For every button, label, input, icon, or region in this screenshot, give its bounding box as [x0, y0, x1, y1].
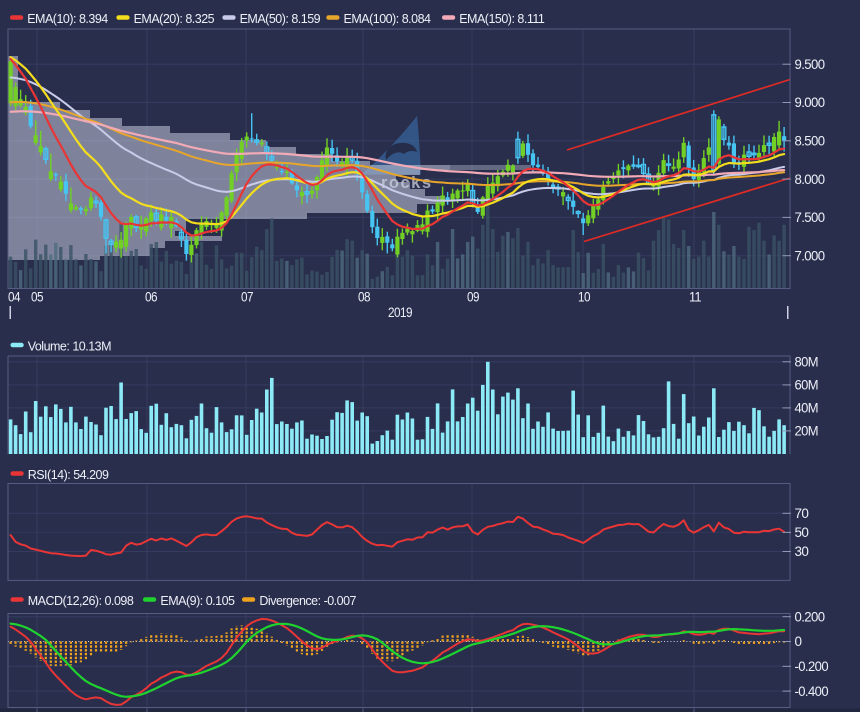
svg-text:05: 05 — [31, 290, 43, 305]
svg-text:7.500: 7.500 — [795, 210, 825, 225]
svg-text:EMA(10): 8.394: EMA(10): 8.394 — [27, 12, 108, 26]
svg-text:0.200: 0.200 — [795, 609, 825, 624]
svg-text:10: 10 — [578, 290, 590, 305]
svg-text:8.500: 8.500 — [795, 134, 825, 149]
svg-text:Divergence: -0.007: Divergence: -0.007 — [259, 594, 356, 608]
svg-text:EMA(150): 8.111: EMA(150): 8.111 — [459, 12, 545, 26]
svg-text:7.000: 7.000 — [795, 248, 825, 263]
svg-text:06: 06 — [145, 290, 157, 305]
svg-text:70: 70 — [795, 506, 809, 521]
svg-text:30: 30 — [795, 544, 809, 559]
svg-text:8.000: 8.000 — [795, 172, 825, 187]
svg-text:2019: 2019 — [388, 305, 412, 320]
svg-text:Volume: 10.13M: Volume: 10.13M — [28, 339, 111, 353]
svg-text:0: 0 — [795, 634, 802, 649]
svg-text:RSI(14): 54.209: RSI(14): 54.209 — [28, 468, 109, 482]
svg-text:80M: 80M — [795, 355, 819, 370]
svg-text:EMA(20): 8.325: EMA(20): 8.325 — [134, 12, 215, 26]
svg-text:50: 50 — [795, 525, 809, 540]
svg-text:EMA(9): 0.105: EMA(9): 0.105 — [160, 594, 235, 608]
svg-text:04: 04 — [8, 290, 21, 305]
svg-text:08: 08 — [358, 290, 370, 305]
svg-text:11: 11 — [689, 290, 701, 305]
svg-text:EMA(100): 8.084: EMA(100): 8.084 — [344, 12, 432, 26]
svg-text:9.000: 9.000 — [795, 95, 825, 110]
svg-text:07: 07 — [241, 290, 253, 305]
svg-text:20M: 20M — [795, 424, 819, 439]
svg-text:-0.200: -0.200 — [795, 659, 829, 674]
svg-text:09: 09 — [467, 290, 479, 305]
svg-text:40M: 40M — [795, 401, 819, 416]
svg-text:MACD(12,26): 0.098: MACD(12,26): 0.098 — [28, 594, 134, 608]
svg-text:-0.400: -0.400 — [795, 684, 829, 699]
svg-text:9.500: 9.500 — [795, 57, 825, 72]
svg-text:60M: 60M — [795, 378, 819, 393]
svg-text:EMA(50): 8.159: EMA(50): 8.159 — [240, 12, 321, 26]
